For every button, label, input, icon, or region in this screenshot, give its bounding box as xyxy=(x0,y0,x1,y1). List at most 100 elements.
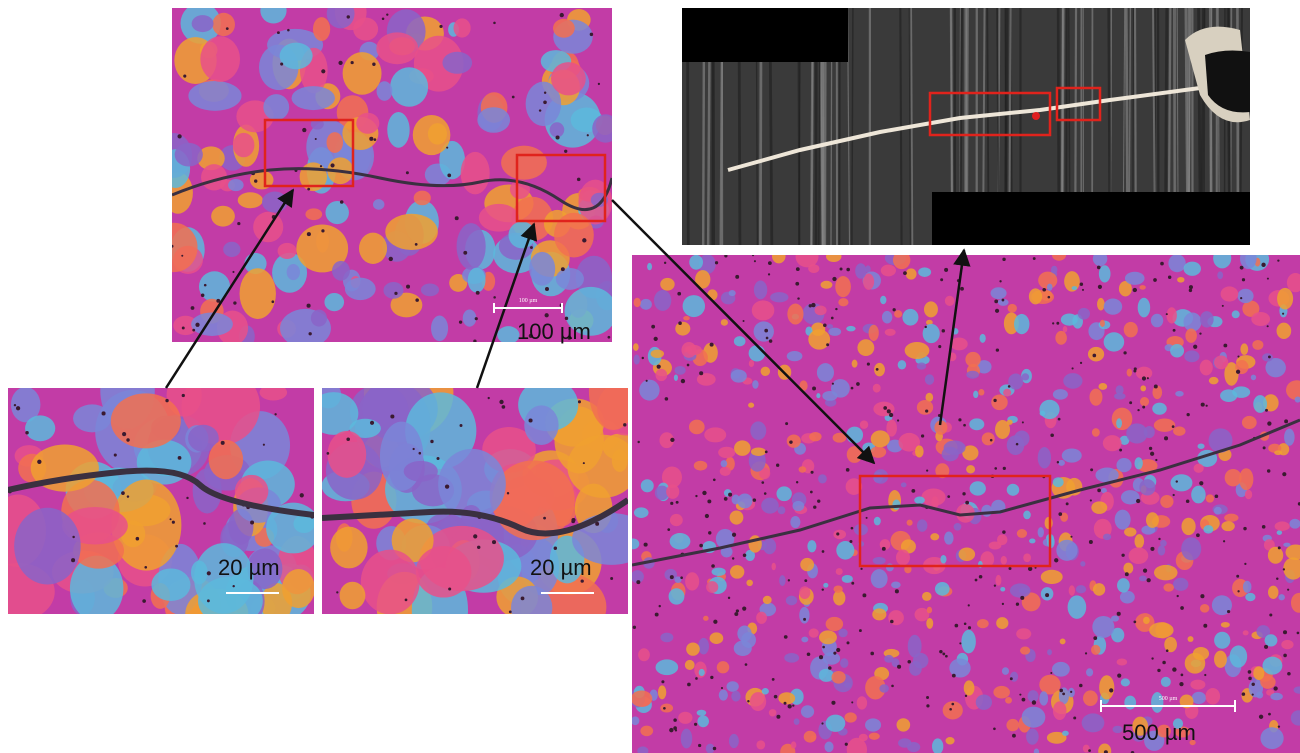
grain xyxy=(1080,561,1085,566)
grain xyxy=(1022,373,1030,380)
grain xyxy=(942,447,959,462)
pore xyxy=(1008,385,1011,388)
grain xyxy=(1209,377,1219,384)
pore xyxy=(1236,370,1240,374)
grain xyxy=(778,692,795,704)
pore xyxy=(938,345,941,348)
grain xyxy=(991,287,1007,299)
grain xyxy=(1181,518,1195,535)
pore xyxy=(1016,603,1019,606)
grain xyxy=(857,339,874,356)
pore xyxy=(710,676,713,679)
pore xyxy=(769,339,772,342)
pore xyxy=(144,566,147,569)
pore xyxy=(369,137,373,141)
grain xyxy=(1053,701,1067,720)
pore xyxy=(583,462,585,464)
pore xyxy=(822,588,824,590)
pore xyxy=(307,304,311,308)
grain xyxy=(1154,565,1178,580)
grain xyxy=(305,208,322,220)
pore xyxy=(1278,725,1280,727)
grain xyxy=(1116,418,1122,428)
grain xyxy=(681,729,693,749)
grain xyxy=(1062,448,1082,462)
grain xyxy=(784,653,799,663)
grain xyxy=(1127,369,1132,377)
grain xyxy=(356,113,379,134)
pore xyxy=(765,451,768,454)
pore xyxy=(951,703,954,706)
grain xyxy=(461,152,490,194)
grain xyxy=(492,460,575,540)
grain xyxy=(826,251,841,262)
pore xyxy=(347,15,350,18)
pore xyxy=(940,278,943,281)
pore xyxy=(447,174,451,178)
grain xyxy=(1232,310,1240,318)
pore xyxy=(895,589,899,593)
pore xyxy=(1201,403,1205,407)
pore xyxy=(776,464,779,467)
grain xyxy=(640,726,653,737)
pore xyxy=(545,313,549,317)
grain xyxy=(1104,332,1125,351)
pore xyxy=(560,13,564,17)
pore xyxy=(492,540,496,544)
pore xyxy=(623,423,626,426)
grain xyxy=(361,550,420,615)
grain xyxy=(719,690,728,701)
grain xyxy=(756,740,765,749)
grain xyxy=(282,569,315,608)
pore xyxy=(183,75,186,78)
pore xyxy=(178,456,182,460)
grain xyxy=(1139,285,1146,290)
pore xyxy=(16,406,20,410)
pore xyxy=(1264,645,1268,649)
grain xyxy=(836,541,854,560)
grain xyxy=(1283,543,1290,547)
pore xyxy=(1267,325,1269,327)
pore xyxy=(556,135,560,139)
pore xyxy=(776,715,780,719)
pore xyxy=(942,329,945,332)
pore xyxy=(876,368,879,371)
pore xyxy=(1240,297,1242,299)
pore xyxy=(598,83,600,85)
pore xyxy=(1133,288,1137,292)
grain xyxy=(1003,389,1011,397)
pore xyxy=(1252,694,1254,696)
pore xyxy=(436,457,439,460)
pore xyxy=(921,434,924,437)
pore xyxy=(1269,613,1272,616)
pore xyxy=(1154,385,1158,389)
grain xyxy=(675,322,690,336)
grain xyxy=(1140,385,1146,391)
figure: 100 µm 500 µm 100 µm 20 µm 20 µm 500 µm xyxy=(0,0,1300,753)
grain xyxy=(1124,527,1136,536)
grain xyxy=(1082,713,1105,732)
pore xyxy=(1010,677,1013,680)
pore xyxy=(136,537,140,541)
pore xyxy=(678,321,682,325)
pore xyxy=(374,138,377,141)
grain xyxy=(1103,534,1111,540)
grain xyxy=(73,404,111,432)
pore xyxy=(949,708,952,711)
grain xyxy=(1117,658,1128,665)
grain xyxy=(896,550,910,566)
grain xyxy=(1146,512,1159,528)
grain xyxy=(808,329,830,349)
grain xyxy=(655,369,667,381)
pore xyxy=(960,287,964,291)
grain xyxy=(1029,539,1035,544)
pore xyxy=(1080,283,1083,286)
pore xyxy=(1082,289,1084,291)
pore xyxy=(1117,612,1121,616)
grain xyxy=(749,345,766,361)
grain xyxy=(915,445,924,457)
grain xyxy=(1138,298,1150,318)
pore xyxy=(774,695,778,699)
pore xyxy=(788,579,790,581)
grain xyxy=(833,585,842,592)
